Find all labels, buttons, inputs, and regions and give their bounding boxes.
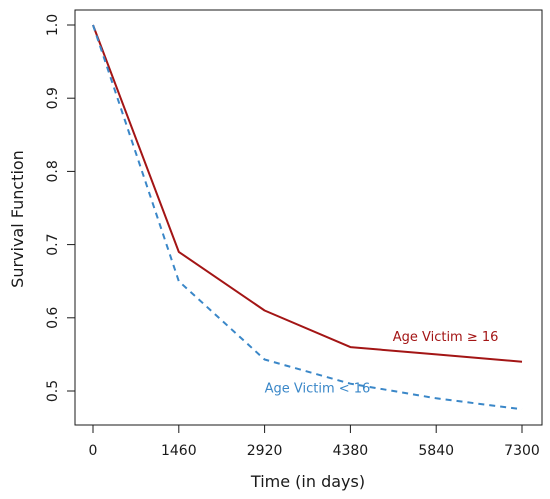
x-tick-label: 2920	[247, 443, 283, 459]
y-tick-label: 0.6	[45, 307, 61, 329]
plot-frame	[74, 9, 543, 426]
x-tick-label: 1460	[161, 443, 197, 459]
annotation-layer: Age Victim ≥ 16 Age Victim < 16	[265, 330, 499, 396]
y-tick-label: 0.8	[45, 160, 61, 182]
x-tick-label: 7300	[504, 443, 540, 459]
x-axis-title: Time (in days)	[250, 472, 365, 491]
x-tick-label: 0	[89, 443, 98, 459]
y-tick-label: 0.5	[45, 380, 61, 402]
series-annotation: Age Victim ≥ 16	[393, 330, 499, 345]
x-tick-label: 5840	[418, 443, 454, 459]
y-tick-label: 1.0	[45, 14, 61, 36]
series-line-age-16-plus	[92, 24, 523, 363]
x-tick-label: 4380	[333, 443, 369, 459]
y-axis: 0.5 0.6 0.7 0.8 0.9 1.0	[45, 14, 75, 402]
series-line-age-under-16	[92, 24, 523, 411]
y-axis-title: Survival Function	[8, 150, 27, 288]
x-axis: 0 1460 2920 4380 5840 7300	[89, 425, 540, 459]
y-tick-label: 0.9	[45, 87, 61, 109]
series-annotation: Age Victim < 16	[265, 381, 371, 396]
y-tick-label: 0.7	[45, 233, 61, 255]
series-layer	[92, 24, 523, 411]
